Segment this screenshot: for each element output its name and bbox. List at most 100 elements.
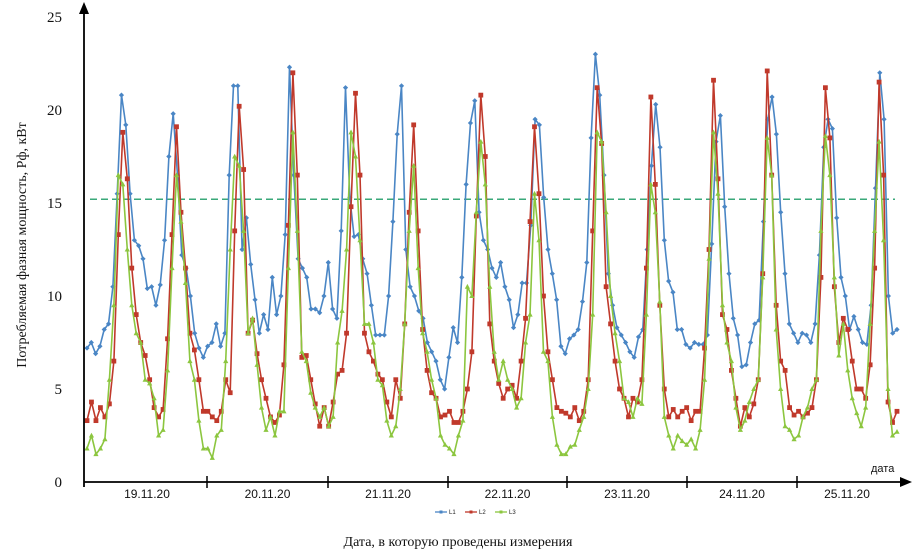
data-point xyxy=(610,302,616,308)
data-point xyxy=(795,432,802,438)
data-point xyxy=(411,122,417,128)
data-point xyxy=(500,395,506,401)
data-point xyxy=(702,345,707,351)
data-point xyxy=(720,312,725,317)
data-point xyxy=(549,271,555,277)
data-point xyxy=(183,265,188,271)
data-point xyxy=(351,233,357,240)
data-point xyxy=(607,293,614,298)
data-point xyxy=(743,362,749,368)
data-point xyxy=(285,265,291,271)
data-point xyxy=(420,330,426,336)
data-point xyxy=(786,427,793,432)
data-point xyxy=(344,330,349,336)
data-point xyxy=(592,51,599,57)
data-point xyxy=(200,408,206,414)
data-point xyxy=(480,237,486,243)
data-point xyxy=(813,376,820,382)
data-point xyxy=(191,376,198,382)
data-point xyxy=(375,376,381,382)
data-point xyxy=(138,339,144,345)
data-point xyxy=(469,349,475,355)
data-point xyxy=(715,176,721,182)
data-point xyxy=(403,246,409,253)
data-point xyxy=(254,351,260,357)
data-point xyxy=(147,377,153,383)
data-point xyxy=(809,405,815,410)
data-point xyxy=(451,420,457,425)
data-point xyxy=(84,445,90,451)
data-point xyxy=(532,124,537,130)
data-point xyxy=(722,204,728,210)
data-point xyxy=(579,298,586,305)
data-point xyxy=(151,395,157,401)
data-point xyxy=(786,321,792,327)
data-point xyxy=(863,404,869,410)
data-point xyxy=(335,339,341,345)
data-point xyxy=(621,395,627,401)
data-point xyxy=(626,414,631,420)
data-point xyxy=(840,321,846,326)
data-point xyxy=(688,418,694,424)
data-point xyxy=(446,354,452,360)
data-point xyxy=(187,293,194,299)
data-point xyxy=(796,408,801,414)
data-point xyxy=(230,83,237,89)
data-point xyxy=(724,327,730,332)
data-point xyxy=(241,167,247,172)
data-point xyxy=(715,190,721,196)
y-tick-label: 5 xyxy=(55,382,63,398)
data-point xyxy=(326,423,332,429)
data-point xyxy=(364,271,370,277)
data-point xyxy=(894,326,900,333)
data-point xyxy=(834,215,840,221)
data-point xyxy=(140,256,146,262)
data-point xyxy=(572,442,578,447)
data-point xyxy=(572,405,578,410)
data-point xyxy=(482,181,488,187)
data-point xyxy=(509,386,515,391)
data-point xyxy=(545,246,551,253)
legend-label: L2 xyxy=(479,510,486,516)
data-point xyxy=(518,358,524,364)
data-point xyxy=(214,432,220,438)
data-point xyxy=(666,278,672,284)
data-point xyxy=(666,414,672,420)
data-point xyxy=(728,358,735,364)
legend-label: L3 xyxy=(509,510,516,516)
data-point xyxy=(639,377,645,383)
data-point xyxy=(890,420,895,425)
data-point xyxy=(849,395,855,401)
data-point xyxy=(697,408,703,414)
data-point xyxy=(693,408,699,414)
data-point xyxy=(282,232,288,238)
data-point xyxy=(782,423,788,429)
data-point xyxy=(627,349,633,355)
data-point xyxy=(164,367,171,373)
data-point xyxy=(652,182,658,187)
data-point xyxy=(567,414,573,420)
data-point xyxy=(265,326,271,333)
data-point xyxy=(102,436,108,442)
data-point xyxy=(661,386,667,392)
data-point xyxy=(144,285,150,292)
data-point xyxy=(791,436,797,442)
y-tick-label: 25 xyxy=(47,10,62,26)
data-point xyxy=(734,332,741,338)
x-tick-label: 22.11.20 xyxy=(485,487,531,501)
data-point xyxy=(106,401,112,407)
data-point xyxy=(398,83,405,89)
data-point xyxy=(531,190,538,196)
data-point xyxy=(312,306,318,312)
data-point xyxy=(683,341,689,347)
data-point xyxy=(661,237,667,243)
data-point xyxy=(778,358,784,364)
data-point xyxy=(648,94,654,100)
data-point xyxy=(390,219,396,225)
data-point xyxy=(599,138,605,144)
data-point xyxy=(317,423,323,429)
data-point xyxy=(424,368,430,373)
data-point xyxy=(657,144,663,150)
data-point xyxy=(460,417,466,423)
